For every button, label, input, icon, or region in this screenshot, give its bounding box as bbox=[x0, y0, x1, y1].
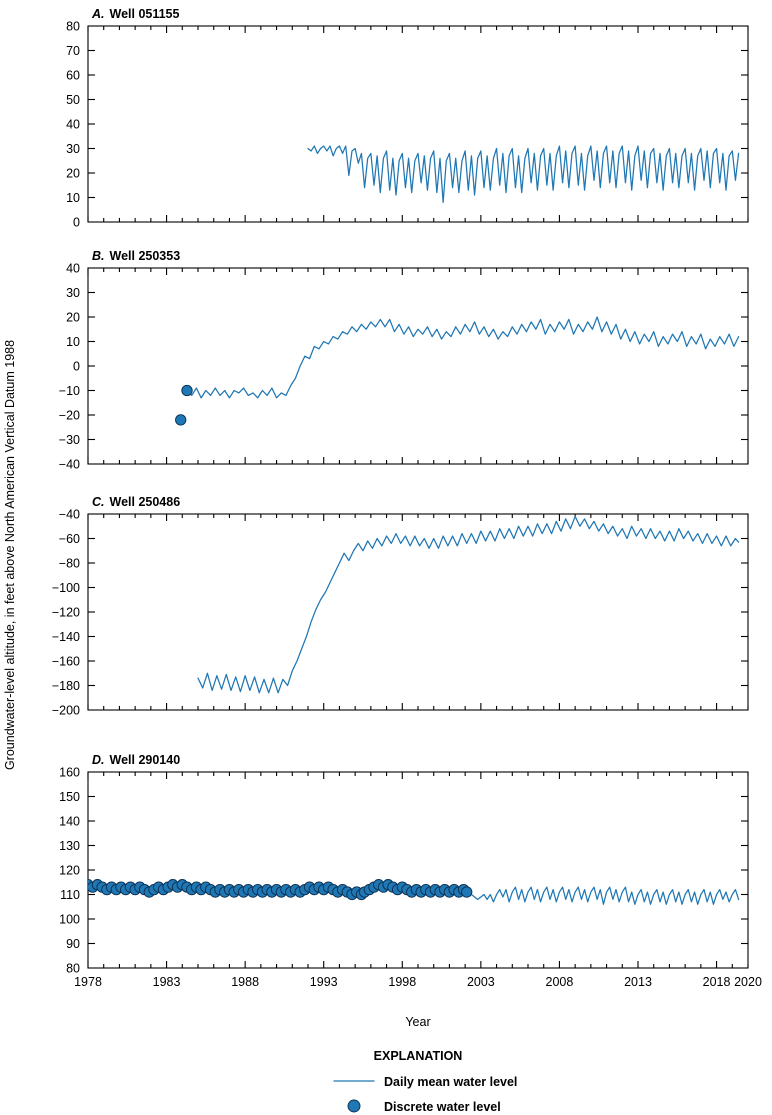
panel-title: B. Well 250353 bbox=[92, 249, 180, 263]
y-tick-label: 30 bbox=[66, 142, 80, 156]
y-tick-label: 160 bbox=[59, 766, 80, 780]
y-tick-label: −140 bbox=[52, 630, 80, 644]
y-tick-label: −180 bbox=[52, 679, 80, 693]
panel-b-well-250353: B. Well 250353 −40 −30 −20 −10 0 10 20 30 40 bbox=[59, 249, 749, 472]
x-tick-label: 1993 bbox=[310, 975, 338, 989]
y-tick-label: 60 bbox=[66, 69, 80, 83]
plot-area bbox=[197, 515, 740, 694]
x-tick-label: 2003 bbox=[467, 975, 495, 989]
y-tick-label: −100 bbox=[52, 581, 80, 595]
y-tick-label: 70 bbox=[66, 44, 80, 58]
daily-mean-water-level-line bbox=[467, 886, 740, 905]
x-tick-label: 2008 bbox=[546, 975, 574, 989]
y-tick-label: 150 bbox=[59, 790, 80, 804]
panel-title: D. Well 290140 bbox=[92, 753, 180, 767]
plot-frame bbox=[87, 771, 749, 969]
y-tick-label: 40 bbox=[66, 262, 80, 276]
panel-title: A. Well 051155 bbox=[91, 7, 180, 21]
legend-heading: EXPLANATION bbox=[374, 1049, 463, 1063]
y-tick-label: 40 bbox=[66, 118, 80, 132]
y-tick-label: 120 bbox=[59, 864, 80, 878]
y-tick-label: 10 bbox=[66, 335, 80, 349]
plot-frame bbox=[87, 25, 749, 223]
y-tick-label: 80 bbox=[66, 20, 80, 34]
y-tick-label: 10 bbox=[66, 191, 80, 205]
y-tick-label: 140 bbox=[59, 815, 80, 829]
daily-mean-water-level-line bbox=[186, 316, 740, 399]
x-tick-label: 1988 bbox=[231, 975, 259, 989]
legend-label-discrete: Discrete water level bbox=[384, 1100, 501, 1114]
y-tick-label: −80 bbox=[59, 557, 80, 571]
discrete-water-level-point bbox=[175, 414, 187, 426]
y-tick-label: 80 bbox=[66, 962, 80, 976]
y-tick-label: 90 bbox=[66, 937, 80, 951]
x-tick-label: 2018 bbox=[703, 975, 731, 989]
daily-mean-water-level-line bbox=[307, 145, 740, 204]
daily-mean-water-level-line bbox=[197, 515, 740, 694]
legend-explanation: EXPLANATION Daily mean water level Discr… bbox=[333, 1049, 517, 1114]
y-tick-label: −120 bbox=[52, 606, 80, 620]
y-tick-label: 0 bbox=[73, 360, 80, 374]
x-tick-label: 1983 bbox=[153, 975, 181, 989]
discrete-water-level-point bbox=[461, 886, 473, 898]
x-tick-label: 2020 bbox=[734, 975, 762, 989]
y-tick-label: 50 bbox=[66, 93, 80, 107]
discrete-water-level-point bbox=[181, 384, 193, 397]
plot-area bbox=[175, 316, 740, 426]
y-tick-label: 20 bbox=[66, 167, 80, 181]
y-tick-label: 100 bbox=[59, 913, 80, 927]
y-axis-title: Groundwater-level altitude, in feet abov… bbox=[3, 340, 17, 770]
plot-area bbox=[307, 145, 740, 204]
y-tick-label: −40 bbox=[59, 458, 80, 472]
panel-title: C. Well 250486 bbox=[92, 495, 180, 509]
y-tick-label: 30 bbox=[66, 286, 80, 300]
x-tick-label: 1998 bbox=[388, 975, 416, 989]
y-tick-label: −40 bbox=[59, 508, 80, 522]
y-tick-label: −60 bbox=[59, 532, 80, 546]
x-axis-title: Year bbox=[405, 1015, 430, 1029]
plot-area bbox=[88, 879, 740, 905]
x-tick-label: 2013 bbox=[624, 975, 652, 989]
x-tick-label: 1978 bbox=[74, 975, 102, 989]
panel-a-well-051155: A. Well 051155 0 10 20 30 40 50 60 70 80 bbox=[66, 7, 749, 230]
y-tick-label: −20 bbox=[59, 409, 80, 423]
y-tick-label: −160 bbox=[52, 655, 80, 669]
y-tick-label: −200 bbox=[52, 704, 80, 718]
legend-label-daily-mean: Daily mean water level bbox=[384, 1075, 517, 1089]
legend-dot-swatch bbox=[347, 1099, 361, 1113]
panel-d-well-290140: D. Well 290140 80 90 100 110 120 130 140 150 160 19… bbox=[59, 753, 762, 989]
y-tick-label: −30 bbox=[59, 433, 80, 447]
y-tick-label: 130 bbox=[59, 839, 80, 853]
y-tick-label: 0 bbox=[73, 216, 80, 230]
plot-frame bbox=[87, 267, 749, 465]
y-tick-label: 20 bbox=[66, 311, 80, 325]
panel-c-well-250486: C. Well 250486 −200 −180 −160 −140 −120 −100 −80… bbox=[52, 495, 749, 718]
y-tick-label: −10 bbox=[59, 384, 80, 398]
y-tick-label: 110 bbox=[60, 888, 80, 902]
